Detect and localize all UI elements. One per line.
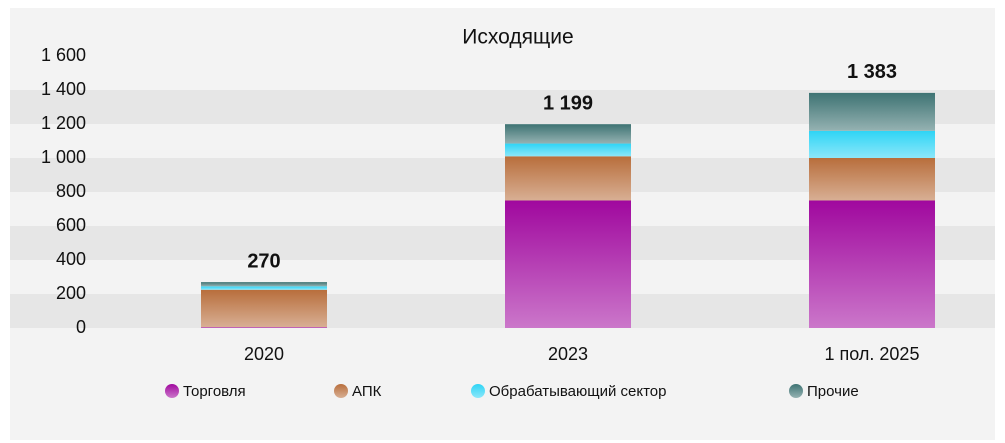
y-tick-label: 1 200 (41, 113, 86, 133)
total-label: 1 199 (543, 92, 593, 114)
bar-segment (809, 158, 935, 201)
legend-marker (789, 384, 803, 398)
bar-segment (201, 286, 327, 290)
legend-label: АПК (352, 383, 382, 400)
x-tick-label: 2020 (244, 344, 284, 364)
legend-label: Прочие (807, 383, 859, 400)
y-tick-label: 1 400 (41, 79, 86, 99)
x-tick-label: 2023 (548, 344, 588, 364)
bar-segment (505, 200, 631, 328)
bar-segment (809, 200, 935, 328)
y-tick-label: 200 (56, 283, 86, 303)
y-tick-label: 1 000 (41, 147, 86, 167)
y-tick-label: 400 (56, 249, 86, 269)
y-tick-label: 600 (56, 215, 86, 235)
legend-marker (471, 384, 485, 398)
y-tick-label: 1 600 (41, 45, 86, 65)
legend-label: Торговля (183, 383, 246, 400)
legend-label: Обрабатывающий сектор (489, 383, 666, 400)
bar-segment (201, 282, 327, 287)
total-label: 270 (247, 250, 280, 272)
bar-segment (505, 156, 631, 201)
bar-segment (809, 130, 935, 158)
bar-segment (505, 143, 631, 157)
total-label: 1 383 (847, 61, 897, 83)
y-tick-label: 800 (56, 181, 86, 201)
bar-segment (505, 124, 631, 144)
bar-segment (809, 92, 935, 131)
bar-segment (201, 289, 327, 328)
y-tick-label: 0 (76, 317, 86, 337)
legend-marker (165, 384, 179, 398)
bar-segment (201, 327, 327, 328)
chart-title: Исходящие (462, 26, 573, 49)
x-tick-label: 1 пол. 2025 (825, 344, 920, 364)
legend-marker (334, 384, 348, 398)
